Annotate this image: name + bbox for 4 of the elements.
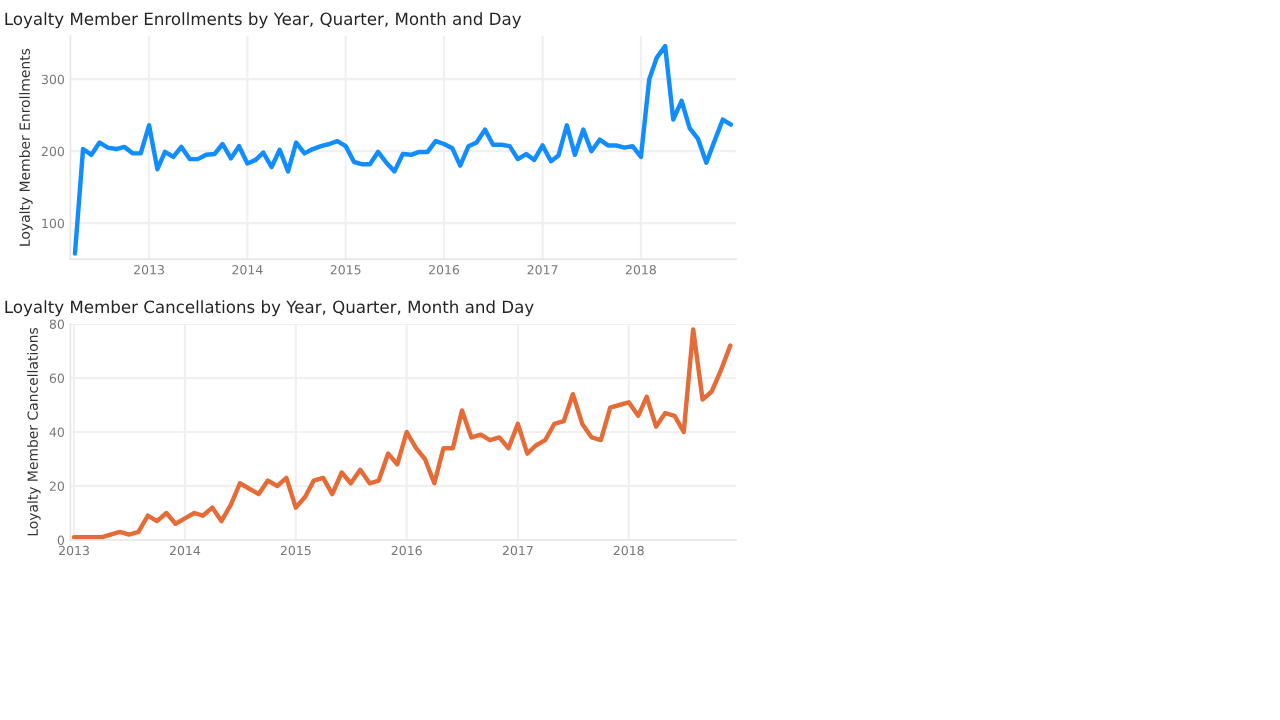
line-series	[72, 43, 734, 256]
chart-title: Loyalty Member Enrollments by Year, Quarter, Month and Day	[5, 12, 522, 29]
chart-title: Loyalty Member Cancellations by Year, Quarter, Month and Day	[5, 300, 534, 317]
line-series	[71, 327, 733, 540]
